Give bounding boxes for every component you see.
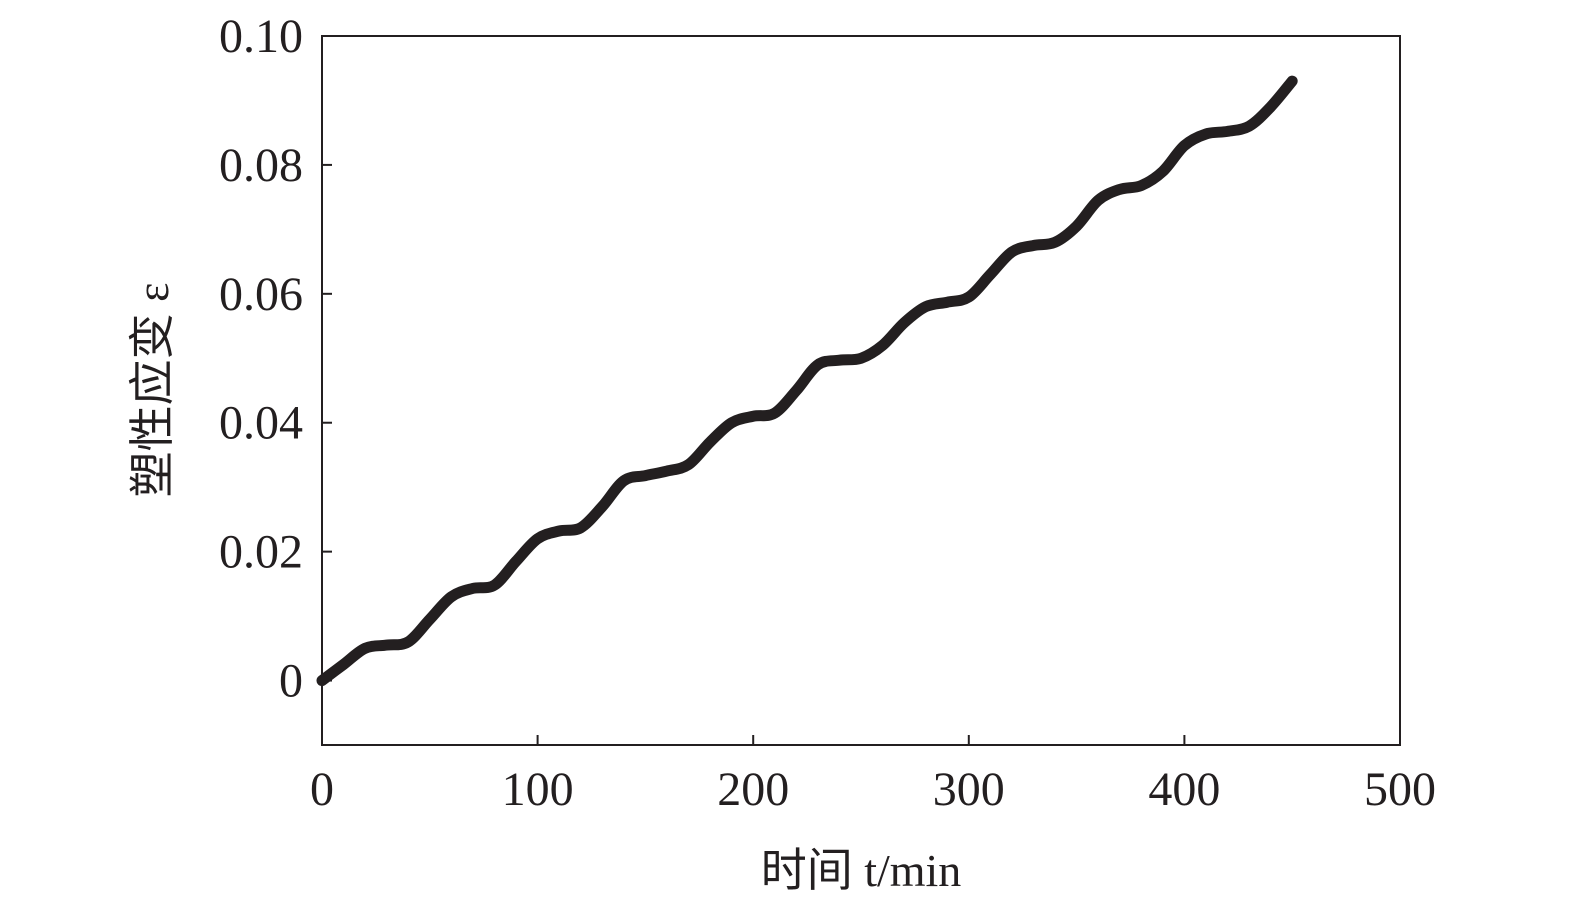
x-tick-label: 0 <box>310 763 334 816</box>
y-tick-label: 0.10 <box>219 10 303 63</box>
x-tick-label: 500 <box>1364 763 1436 816</box>
y-axis-label: 塑性应变 ε <box>127 283 178 498</box>
x-axis-label: 时间 t/min <box>761 845 962 896</box>
y-tick-label: 0.06 <box>219 268 303 321</box>
series-line <box>316 75 1298 687</box>
plot-frame <box>321 35 1401 746</box>
x-tick-label: 100 <box>502 763 574 816</box>
y-tick-label: 0.02 <box>219 526 303 579</box>
x-tick-label: 400 <box>1148 763 1220 816</box>
y-tick-label: 0 <box>279 655 303 708</box>
y-tick-label: 0.08 <box>219 139 303 192</box>
y-tick-label: 0.04 <box>219 397 303 450</box>
x-tick-label: 200 <box>717 763 789 816</box>
x-tick-label: 300 <box>933 763 1005 816</box>
